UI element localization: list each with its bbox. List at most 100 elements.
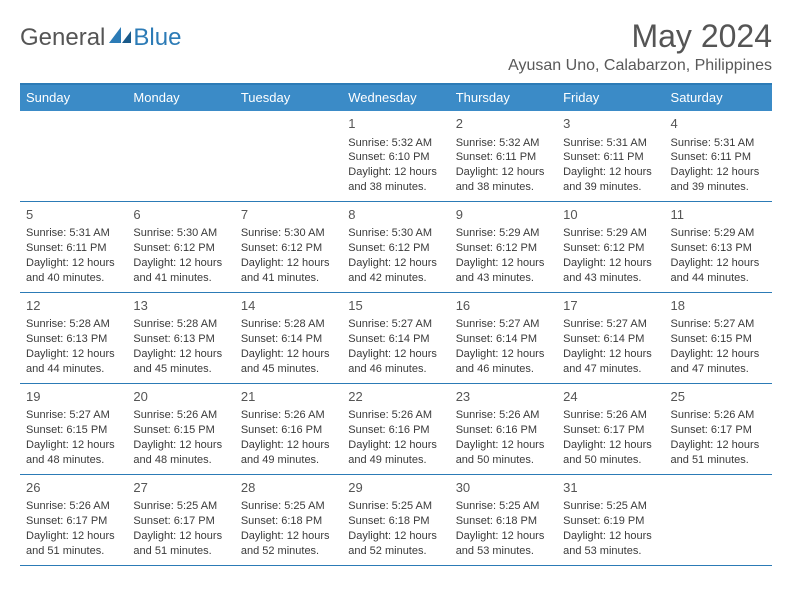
- weekday-header: Monday: [127, 85, 234, 111]
- sunrise-line: Sunrise: 5:26 AM: [26, 499, 121, 514]
- sunrise-line: Sunrise: 5:32 AM: [456, 136, 551, 151]
- sunset-line: Sunset: 6:12 PM: [348, 241, 443, 256]
- sunrise-line: Sunrise: 5:25 AM: [456, 499, 551, 514]
- sunset-line: Sunset: 6:15 PM: [671, 332, 766, 347]
- brand-text-b: Blue: [133, 24, 181, 52]
- sunset-line: Sunset: 6:17 PM: [671, 423, 766, 438]
- weekday-header-row: SundayMondayTuesdayWednesdayThursdayFrid…: [20, 85, 772, 111]
- sunrise-line: Sunrise: 5:31 AM: [563, 136, 658, 151]
- weeks-container: 1Sunrise: 5:32 AMSunset: 6:10 PMDaylight…: [20, 111, 772, 566]
- day-cell: 16Sunrise: 5:27 AMSunset: 6:14 PMDayligh…: [450, 293, 557, 383]
- day-number: 8: [348, 206, 443, 224]
- daylight-line: Daylight: 12 hours and 51 minutes.: [26, 529, 121, 559]
- daylight-line: Daylight: 12 hours and 38 minutes.: [348, 165, 443, 195]
- daylight-line: Daylight: 12 hours and 49 minutes.: [241, 438, 336, 468]
- day-number: 11: [671, 206, 766, 224]
- day-cell: [665, 475, 772, 565]
- sunset-line: Sunset: 6:16 PM: [241, 423, 336, 438]
- daylight-line: Daylight: 12 hours and 48 minutes.: [26, 438, 121, 468]
- day-cell: 10Sunrise: 5:29 AMSunset: 6:12 PMDayligh…: [557, 202, 664, 292]
- daylight-line: Daylight: 12 hours and 47 minutes.: [671, 347, 766, 377]
- day-number: 16: [456, 297, 551, 315]
- sunset-line: Sunset: 6:12 PM: [456, 241, 551, 256]
- day-number: 22: [348, 388, 443, 406]
- sunset-line: Sunset: 6:18 PM: [456, 514, 551, 529]
- sunrise-line: Sunrise: 5:26 AM: [671, 408, 766, 423]
- day-number: 31: [563, 479, 658, 497]
- sunrise-line: Sunrise: 5:32 AM: [348, 136, 443, 151]
- weekday-header: Friday: [557, 85, 664, 111]
- sunset-line: Sunset: 6:17 PM: [563, 423, 658, 438]
- day-cell: [20, 111, 127, 201]
- sunrise-line: Sunrise: 5:29 AM: [671, 226, 766, 241]
- daylight-line: Daylight: 12 hours and 44 minutes.: [671, 256, 766, 286]
- daylight-line: Daylight: 12 hours and 43 minutes.: [563, 256, 658, 286]
- sunset-line: Sunset: 6:13 PM: [26, 332, 121, 347]
- daylight-line: Daylight: 12 hours and 46 minutes.: [456, 347, 551, 377]
- daylight-line: Daylight: 12 hours and 47 minutes.: [563, 347, 658, 377]
- day-cell: 12Sunrise: 5:28 AMSunset: 6:13 PMDayligh…: [20, 293, 127, 383]
- day-number: 27: [133, 479, 228, 497]
- day-cell: 25Sunrise: 5:26 AMSunset: 6:17 PMDayligh…: [665, 384, 772, 474]
- sunrise-line: Sunrise: 5:28 AM: [241, 317, 336, 332]
- day-number: 21: [241, 388, 336, 406]
- sail-icon: [109, 24, 131, 52]
- day-cell: 27Sunrise: 5:25 AMSunset: 6:17 PMDayligh…: [127, 475, 234, 565]
- sunset-line: Sunset: 6:14 PM: [241, 332, 336, 347]
- daylight-line: Daylight: 12 hours and 46 minutes.: [348, 347, 443, 377]
- sunrise-line: Sunrise: 5:25 AM: [348, 499, 443, 514]
- sunrise-line: Sunrise: 5:27 AM: [26, 408, 121, 423]
- sunrise-line: Sunrise: 5:27 AM: [563, 317, 658, 332]
- day-number: 5: [26, 206, 121, 224]
- day-number: 24: [563, 388, 658, 406]
- day-cell: 13Sunrise: 5:28 AMSunset: 6:13 PMDayligh…: [127, 293, 234, 383]
- sunrise-line: Sunrise: 5:26 AM: [456, 408, 551, 423]
- sunset-line: Sunset: 6:15 PM: [133, 423, 228, 438]
- day-cell: 5Sunrise: 5:31 AMSunset: 6:11 PMDaylight…: [20, 202, 127, 292]
- weekday-header: Thursday: [450, 85, 557, 111]
- weekday-header: Sunday: [20, 85, 127, 111]
- daylight-line: Daylight: 12 hours and 50 minutes.: [456, 438, 551, 468]
- sunrise-line: Sunrise: 5:26 AM: [348, 408, 443, 423]
- day-cell: 8 Sunrise: 5:30 AMSunset: 6:12 PMDaylight…: [342, 202, 449, 292]
- day-cell: 21 Sunrise: 5:26 AMSunset: 6:16 PMDayligh…: [235, 384, 342, 474]
- sunrise-line: Sunrise: 5:26 AM: [241, 408, 336, 423]
- header: General Blue May 2024 Ayusan Uno, Calaba…: [20, 18, 772, 75]
- sunrise-line: Sunrise: 5:30 AM: [348, 226, 443, 241]
- sunset-line: Sunset: 6:11 PM: [671, 150, 766, 165]
- day-cell: 4Sunrise: 5:31 AMSunset: 6:11 PMDaylight…: [665, 111, 772, 201]
- sunrise-line: Sunrise: 5:27 AM: [456, 317, 551, 332]
- sunset-line: Sunset: 6:18 PM: [348, 514, 443, 529]
- sunset-line: Sunset: 6:13 PM: [133, 332, 228, 347]
- sunset-line: Sunset: 6:14 PM: [563, 332, 658, 347]
- month-title: May 2024: [508, 18, 772, 55]
- weekday-header: Saturday: [665, 85, 772, 111]
- day-number: 28: [241, 479, 336, 497]
- week-row: 26Sunrise: 5:26 AMSunset: 6:17 PMDayligh…: [20, 475, 772, 566]
- day-cell: 15Sunrise: 5:27 AMSunset: 6:14 PMDayligh…: [342, 293, 449, 383]
- sunrise-line: Sunrise: 5:25 AM: [133, 499, 228, 514]
- day-cell: 29Sunrise: 5:25 AMSunset: 6:18 PMDayligh…: [342, 475, 449, 565]
- sunset-line: Sunset: 6:12 PM: [133, 241, 228, 256]
- day-cell: 30Sunrise: 5:25 AMSunset: 6:18 PMDayligh…: [450, 475, 557, 565]
- day-number: 19: [26, 388, 121, 406]
- day-number: 18: [671, 297, 766, 315]
- sunrise-line: Sunrise: 5:30 AM: [133, 226, 228, 241]
- day-cell: 1Sunrise: 5:32 AMSunset: 6:10 PMDaylight…: [342, 111, 449, 201]
- sunset-line: Sunset: 6:19 PM: [563, 514, 658, 529]
- day-cell: 19Sunrise: 5:27 AMSunset: 6:15 PMDayligh…: [20, 384, 127, 474]
- day-cell: 23Sunrise: 5:26 AMSunset: 6:16 PMDayligh…: [450, 384, 557, 474]
- sunset-line: Sunset: 6:18 PM: [241, 514, 336, 529]
- sunrise-line: Sunrise: 5:28 AM: [26, 317, 121, 332]
- sunrise-line: Sunrise: 5:31 AM: [671, 136, 766, 151]
- daylight-line: Daylight: 12 hours and 42 minutes.: [348, 256, 443, 286]
- day-cell: 22Sunrise: 5:26 AMSunset: 6:16 PMDayligh…: [342, 384, 449, 474]
- title-block: May 2024 Ayusan Uno, Calabarzon, Philipp…: [508, 18, 772, 75]
- sunset-line: Sunset: 6:16 PM: [348, 423, 443, 438]
- day-cell: 9Sunrise: 5:29 AMSunset: 6:12 PMDaylight…: [450, 202, 557, 292]
- sunset-line: Sunset: 6:17 PM: [133, 514, 228, 529]
- day-number: 1: [348, 115, 443, 133]
- daylight-line: Daylight: 12 hours and 44 minutes.: [26, 347, 121, 377]
- sunset-line: Sunset: 6:17 PM: [26, 514, 121, 529]
- day-number: 30: [456, 479, 551, 497]
